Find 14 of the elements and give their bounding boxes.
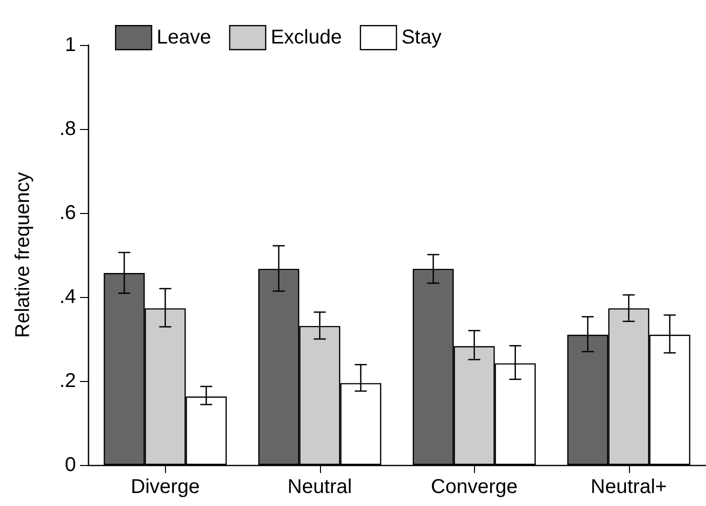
x-tick-label: Diverge: [130, 476, 200, 498]
y-tick-label: .6: [59, 202, 76, 224]
x-tick-label: Converge: [430, 476, 518, 498]
y-tick-label: 0: [64, 454, 76, 476]
y-tick-label: .8: [59, 118, 76, 140]
y-axis-title: Relative frequency: [12, 172, 34, 338]
y-tick-label: .4: [59, 286, 76, 308]
legend-label: Leave: [156, 26, 212, 49]
y-tick-label: .2: [59, 370, 76, 392]
legend-label: Exclude: [270, 26, 342, 49]
y-tick-label: 1: [64, 34, 76, 56]
x-tick-label: Neutral+: [590, 476, 667, 498]
x-tick-label: Neutral: [288, 476, 352, 498]
legend-label: Stay: [401, 26, 442, 49]
